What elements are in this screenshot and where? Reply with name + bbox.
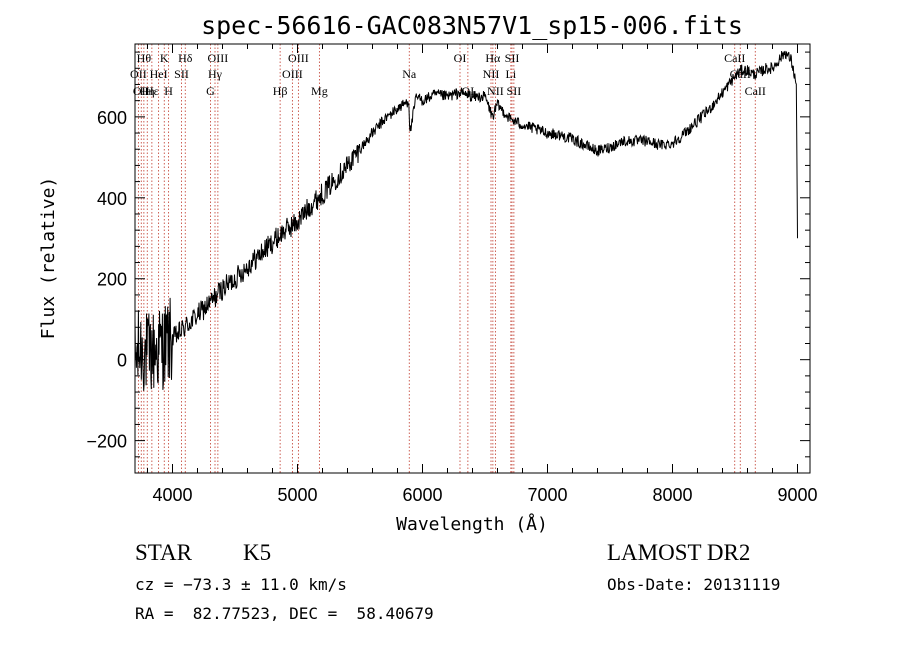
line-marker-label: Hα	[485, 51, 501, 65]
line-marker-label: K	[160, 51, 169, 65]
line-marker-label: Hε	[145, 84, 159, 98]
x-tick-label: 5000	[277, 485, 317, 505]
line-marker-label: OIII	[282, 67, 303, 81]
y-tick-label: 0	[117, 351, 127, 371]
redshift-text: cz = −73.3 ± 11.0 km/s	[135, 575, 347, 594]
object-subclass: K5	[243, 540, 272, 565]
y-tick-label: 600	[97, 108, 127, 128]
line-marker-label: OII	[130, 67, 147, 81]
line-marker-label: CaII	[724, 51, 745, 65]
line-marker-label: NII	[487, 84, 504, 98]
x-axis-ticks: 4000 5000 6000 7000 8000 9000	[147, 44, 818, 505]
line-marker-label: CaII	[745, 84, 766, 98]
line-marker-labels: OIIOIIHθHηHεHeIKHSIIHδGHγOIIIHβOIIIOIIIM…	[130, 51, 766, 98]
x-tick-label: 9000	[777, 485, 817, 505]
line-marker-label: OII	[133, 84, 150, 98]
line-marker-label: OI	[454, 51, 467, 65]
line-marker-label: G	[206, 84, 215, 98]
line-marker-label: HeI	[150, 67, 168, 81]
x-tick-label: 4000	[152, 485, 192, 505]
line-marker-label: SII	[174, 67, 189, 81]
line-marker-label: Hη	[140, 84, 155, 98]
y-axis-label: Flux (relative)	[38, 177, 59, 340]
coordinates-text: RA = 82.77523, DEC = 58.40679	[135, 604, 434, 623]
y-axis-ticks: −200 0 200 400 600	[86, 51, 810, 474]
survey-label: LAMOST DR2	[607, 540, 751, 565]
line-marker-label: SII	[507, 84, 522, 98]
x-tick-label: 8000	[652, 485, 692, 505]
y-tick-label: 200	[97, 270, 127, 290]
y-tick-label: −200	[86, 432, 127, 452]
line-marker-label: OIII	[288, 51, 309, 65]
line-marker-label: Na	[402, 67, 417, 81]
x-tick-label: 6000	[402, 485, 442, 505]
line-marker-label: H	[164, 84, 173, 98]
line-marker-label: Hβ	[273, 84, 288, 98]
line-marker-label: OIII	[208, 51, 229, 65]
line-markers	[137, 44, 756, 473]
line-marker-label: NII	[483, 67, 500, 81]
line-marker-label: Mg	[311, 84, 328, 98]
line-marker-label: Hθ	[137, 51, 152, 65]
spectrum-series	[134, 50, 798, 391]
line-marker-label: Hδ	[178, 51, 193, 65]
object-class: STAR	[135, 540, 192, 565]
line-marker-label: Hγ	[208, 67, 223, 81]
spectrum-line	[134, 50, 798, 391]
chart-title: spec-56616-GAC083N57V1_sp15-006.fits	[201, 11, 743, 40]
line-marker-label: SII	[505, 51, 520, 65]
obs-date-text: Obs-Date: 20131119	[607, 575, 781, 594]
x-axis-label: Wavelength (Å)	[396, 513, 548, 535]
y-tick-label: 400	[97, 189, 127, 209]
x-tick-label: 7000	[527, 485, 567, 505]
line-marker-label: Li	[506, 67, 517, 81]
